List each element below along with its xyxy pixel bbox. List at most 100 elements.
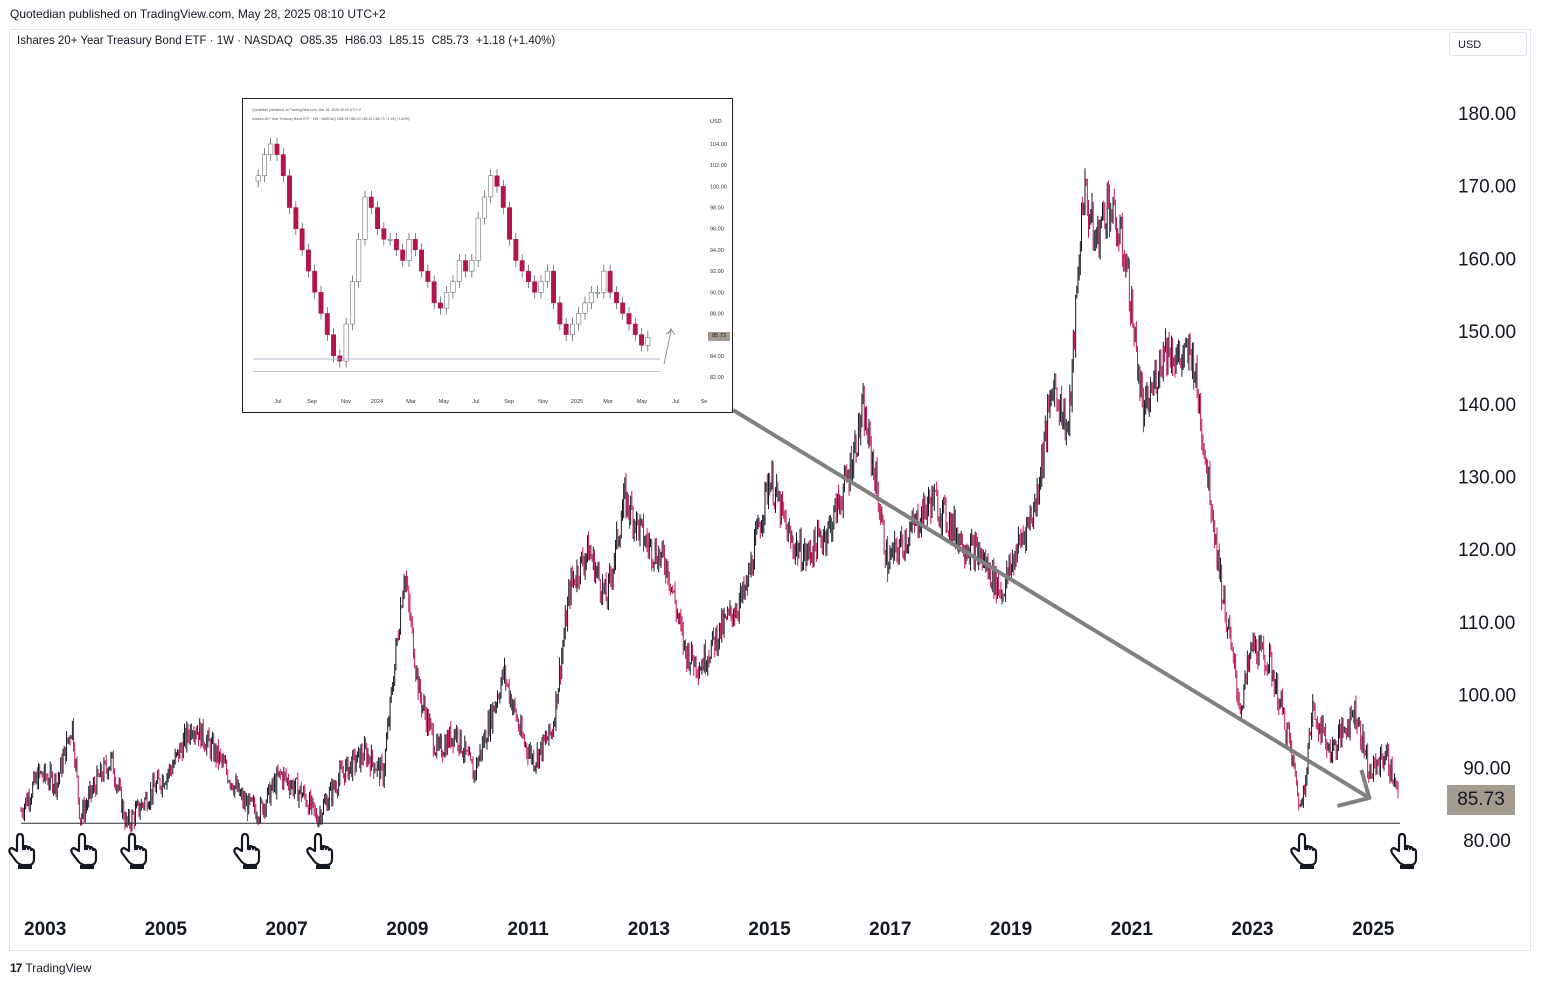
price-axis-label: 100.00 bbox=[1458, 686, 1516, 707]
brand-name: TradingView bbox=[25, 961, 92, 975]
symbol-legend: Ishares 20+ Year Treasury Bond ETF · 1W … bbox=[17, 35, 559, 47]
time-axis-label: 2005 bbox=[145, 919, 188, 940]
time-axis-label: 2007 bbox=[265, 919, 307, 940]
inset-price-axis-label: 94.00 bbox=[710, 248, 724, 254]
inset-time-axis-label: Sep bbox=[307, 399, 317, 405]
inset-candle-body bbox=[406, 239, 412, 261]
inset-candle-body bbox=[613, 292, 619, 304]
pointing-hand-icon bbox=[1390, 832, 1418, 869]
ohlc-low: L85.15 bbox=[389, 35, 425, 47]
inset-candle-body bbox=[494, 175, 500, 187]
inset-price-axis-label: 92.00 bbox=[710, 269, 724, 275]
inset-candle-body bbox=[450, 281, 456, 293]
inset-candle-body bbox=[299, 228, 305, 251]
inset-price-series bbox=[255, 137, 651, 368]
time-axis-label: 2025 bbox=[1352, 919, 1395, 940]
publisher-line: Quotedian published on TradingView.com, … bbox=[10, 7, 386, 21]
ohlc-close: C85.73 bbox=[431, 35, 469, 47]
inset-candle-body bbox=[563, 323, 569, 335]
inset-price-axis: 104.00 102.00 100.00 98.00 96.00 94.00 92.00 90… bbox=[710, 142, 727, 381]
inset-candle-body bbox=[324, 313, 330, 335]
inset-time-axis-label: Jul bbox=[274, 399, 281, 405]
inset-time-axis-label: 2025 bbox=[571, 399, 583, 405]
price-axis-label: 170.00 bbox=[1458, 177, 1516, 198]
arrow-shaft bbox=[731, 408, 1371, 800]
inset-candle-body bbox=[620, 302, 626, 314]
inset-candle-body bbox=[268, 143, 274, 155]
inset-candle-body bbox=[349, 281, 355, 325]
arrow-head bbox=[1336, 769, 1372, 808]
inset-time-axis-label: Mar bbox=[406, 399, 416, 405]
inset-candle-body bbox=[393, 239, 399, 251]
price-change: +1.18 (+1.40%) bbox=[475, 35, 556, 47]
inset-candle-body bbox=[419, 249, 425, 272]
inset-candle-body bbox=[557, 302, 563, 325]
price-axis-label: 160.00 bbox=[1458, 249, 1516, 270]
inset-candle-body bbox=[261, 154, 267, 177]
inset-time-axis-label: Jul bbox=[672, 399, 679, 405]
downtrend-arrow bbox=[731, 408, 1372, 808]
pointing-hand-icon bbox=[1290, 832, 1318, 869]
inset-time-axis-label: Nov bbox=[538, 399, 548, 405]
inset-price-axis-label: 88.00 bbox=[710, 311, 724, 317]
price-axis: 180.00 170.00 160.00 150.00 140.00 130.00 120.… bbox=[1458, 104, 1516, 852]
inset-candle-body bbox=[431, 281, 437, 304]
footer-brand[interactable]: 17 TradingView bbox=[10, 961, 91, 975]
price-axis-label: 140.00 bbox=[1458, 395, 1516, 416]
inset-chart: Quotedian published on TradingView.com, … bbox=[242, 98, 733, 413]
time-axis-label: 2023 bbox=[1231, 919, 1273, 940]
inset-candle-body bbox=[343, 323, 349, 362]
inset-candle-body bbox=[305, 249, 311, 272]
inset-time-axis-label: 2024 bbox=[371, 399, 383, 405]
inset-candle-body bbox=[331, 334, 337, 357]
price-axis-label: 130.00 bbox=[1458, 468, 1516, 489]
inset-candle-body bbox=[481, 196, 487, 219]
inset-last-price-badge: 85.73 bbox=[708, 332, 730, 341]
inset-price-axis-label: 84.00 bbox=[710, 354, 724, 360]
pointing-hand-icon bbox=[8, 832, 36, 869]
inset-price-axis-label: 82.00 bbox=[710, 375, 724, 381]
inset-candle-body bbox=[544, 270, 550, 282]
inset-candle-body bbox=[312, 270, 318, 293]
marker-group bbox=[8, 832, 1418, 869]
inset-candle-body bbox=[519, 260, 525, 272]
inset-candle-body bbox=[569, 323, 575, 335]
inset-candle-body bbox=[437, 302, 443, 309]
inset-currency-label: USD bbox=[710, 119, 722, 125]
inset-candle-body bbox=[626, 313, 632, 325]
inset-time-axis-label: Jul bbox=[472, 399, 479, 405]
inset-candle-body bbox=[293, 207, 299, 229]
time-axis-label: 2017 bbox=[869, 919, 911, 940]
time-axis-label: 2011 bbox=[507, 919, 549, 940]
price-axis-label: 180.00 bbox=[1458, 104, 1516, 125]
inset-time-axis-label: Se bbox=[701, 399, 708, 405]
inset-candle-body bbox=[400, 249, 406, 261]
ohlc-high: H86.03 bbox=[344, 35, 383, 47]
inset-candle-body bbox=[588, 292, 594, 304]
inset-candle-body bbox=[475, 217, 481, 261]
inset-candle-body bbox=[337, 355, 343, 362]
inset-up-arrow bbox=[663, 330, 672, 365]
inset-candle-body bbox=[595, 292, 601, 294]
ohlc-open: O85.35 bbox=[300, 35, 338, 47]
symbol-name[interactable]: Ishares 20+ Year Treasury Bond ETF · 1W … bbox=[17, 35, 293, 47]
inset-candle-body bbox=[362, 196, 368, 240]
inset-candle-body bbox=[412, 239, 418, 251]
time-axis-label: 2015 bbox=[748, 919, 791, 940]
inset-candle-body bbox=[551, 270, 557, 304]
time-axis-label: 2009 bbox=[386, 919, 428, 940]
inset-candle-body bbox=[255, 175, 261, 182]
inset-candle-body bbox=[381, 228, 387, 240]
inset-candle-body bbox=[525, 270, 531, 282]
tradingview-logo-icon: 17 bbox=[10, 961, 22, 975]
inset-candle-body bbox=[469, 260, 475, 272]
inset-candle-body bbox=[375, 207, 381, 229]
currency-selector[interactable]: USD bbox=[1449, 32, 1527, 56]
inset-candle-body bbox=[639, 334, 645, 346]
time-axis-label: 2019 bbox=[990, 919, 1032, 940]
last-price-badge: 85.73 bbox=[1447, 785, 1515, 815]
inset-candle-body bbox=[463, 260, 469, 272]
inset-time-axis-label: May bbox=[637, 399, 648, 405]
pointing-hand-icon bbox=[306, 832, 334, 869]
